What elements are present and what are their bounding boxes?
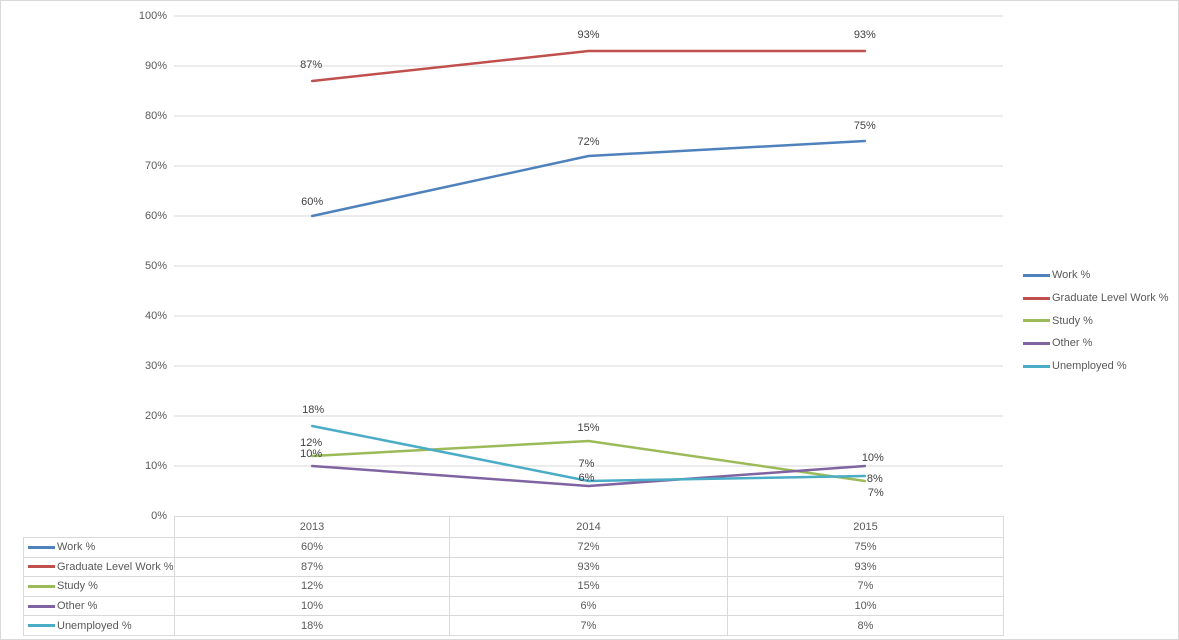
data-label-graduate-level-work-2014: 93% <box>577 29 600 41</box>
series-key-icon <box>28 545 55 549</box>
series-name: Study % <box>57 580 98 593</box>
legend-label: Study % <box>1052 314 1093 327</box>
table-value-cell: 18% <box>174 615 450 636</box>
y-tick-label: 20% <box>144 410 167 422</box>
data-label-work-2015: 75% <box>853 120 876 132</box>
legend-key-icon <box>1023 319 1050 323</box>
y-tick-label: 10% <box>144 460 167 472</box>
y-tick-label: 0% <box>151 510 167 522</box>
legend-label: Graduate Level Work % <box>1052 292 1169 305</box>
table-series-key-cell: Study % <box>23 576 175 597</box>
table-header-2013: 2013 <box>174 516 450 538</box>
data-label-unemployed-2013: 18% <box>302 404 325 416</box>
series-line-work <box>310 139 867 218</box>
table-header-2014: 2014 <box>449 516 728 538</box>
data-label-unemployed-2014: 7% <box>578 458 595 470</box>
chart-legend: Work % Graduate Level Work % Study % Other … <box>1023 264 1169 377</box>
data-label-study-2014: 15% <box>577 422 600 434</box>
data-table: 2013 2014 2015 Work % 60% 72% 75% Graduate Leve… <box>23 516 1004 636</box>
table-value-cell: 12% <box>174 576 450 597</box>
legend-item-other: Other % <box>1023 332 1169 355</box>
table-row-work: Work % 60% 72% 75% <box>23 537 1004 558</box>
series-line-unemployed <box>310 424 867 483</box>
table-series-key-cell: Graduate Level Work % <box>23 556 175 578</box>
y-tick-label: 30% <box>144 360 167 372</box>
data-label-other-2015: 10% <box>861 452 884 464</box>
data-label-unemployed-2015: 8% <box>866 473 883 485</box>
table-value-cell: 93% <box>727 556 1004 578</box>
series-line-study <box>310 439 867 483</box>
table-value-cell: 75% <box>727 537 1004 558</box>
legend-item-study: Study % <box>1023 309 1169 332</box>
table-value-cell: 87% <box>174 556 450 578</box>
table-value-cell: 7% <box>449 615 728 636</box>
table-value-cell: 8% <box>727 615 1004 636</box>
table-series-key-cell: Work % <box>23 537 175 558</box>
table-value-cell: 7% <box>727 576 1004 597</box>
data-label-study-2013: 12% <box>300 437 323 449</box>
y-tick-label: 70% <box>144 160 167 172</box>
y-tick-label: 60% <box>144 210 167 222</box>
table-value-cell: 72% <box>449 537 728 558</box>
y-tick-label: 100% <box>138 10 167 22</box>
series-key-icon <box>28 565 55 569</box>
legend-key-icon <box>1023 296 1050 300</box>
legend-label: Other % <box>1052 337 1093 350</box>
data-label-work-2013: 60% <box>301 196 324 208</box>
data-label-other-2013: 10% <box>300 448 323 460</box>
table-series-key-cell: Other % <box>23 595 175 617</box>
series-name: Work % <box>57 541 96 554</box>
table-header-2015: 2015 <box>727 516 1004 538</box>
data-label-study-2015: 7% <box>867 487 884 499</box>
data-label-work-2014: 72% <box>577 136 600 148</box>
series-line-graduate-level-work <box>310 49 867 83</box>
series-name: Other % <box>57 600 98 613</box>
table-header-row: 2013 2014 2015 <box>24 516 1004 538</box>
legend-item-unemployed: Unemployed % <box>1023 355 1169 378</box>
data-label-graduate-level-work-2015: 93% <box>853 29 876 41</box>
table-value-cell: 15% <box>449 576 728 597</box>
legend-label: Work % <box>1052 269 1091 282</box>
series-key-icon <box>28 584 55 588</box>
legend-label: Unemployed % <box>1052 360 1127 373</box>
series-key-icon <box>28 624 55 628</box>
table-row-graduate-level-work: Graduate Level Work % 87% 93% 93% <box>23 556 1004 578</box>
legend-key-icon <box>1023 341 1050 345</box>
legend-item-graduate-level-work: Graduate Level Work % <box>1023 287 1169 310</box>
table-value-cell: 60% <box>174 537 450 558</box>
table-row-study: Study % 12% 15% 7% <box>23 576 1004 597</box>
y-tick-label: 50% <box>144 260 167 272</box>
series-key-icon <box>28 604 55 608</box>
table-value-cell: 6% <box>449 595 728 617</box>
series-name: Unemployed % <box>57 619 132 632</box>
table-value-cell: 10% <box>174 595 450 617</box>
series-line-other <box>310 464 867 488</box>
table-corner-blank <box>24 517 175 538</box>
y-tick-label: 40% <box>144 310 167 322</box>
y-tick-label: 80% <box>144 110 167 122</box>
table-value-cell: 93% <box>449 556 728 578</box>
y-tick-label: 90% <box>144 60 167 72</box>
legend-key-icon <box>1023 273 1050 277</box>
legend-item-work: Work % <box>1023 264 1169 287</box>
table-row-other: Other % 10% 6% 10% <box>23 595 1004 617</box>
legend-key-icon <box>1023 364 1050 368</box>
data-label-other-2014: 6% <box>578 472 595 484</box>
series-name: Graduate Level Work % <box>57 560 174 573</box>
table-series-key-cell: Unemployed % <box>23 615 175 636</box>
data-label-graduate-level-work-2013: 87% <box>300 59 323 71</box>
table-value-cell: 10% <box>727 595 1004 617</box>
table-row-unemployed: Unemployed % 18% 7% 8% <box>23 615 1004 636</box>
